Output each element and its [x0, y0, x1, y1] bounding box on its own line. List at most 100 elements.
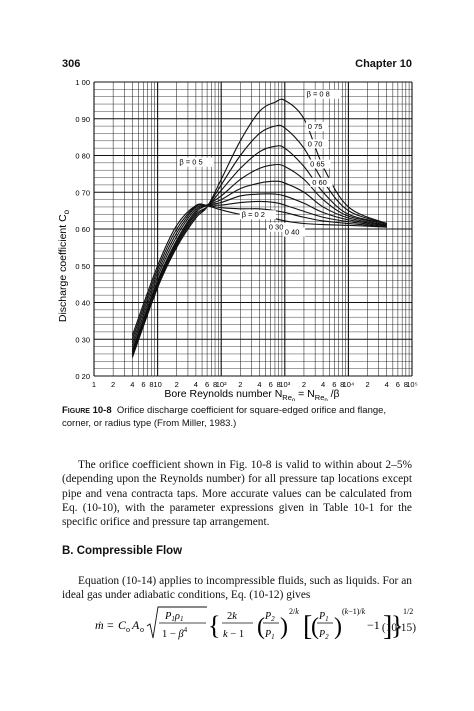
x-tick-label: 6 [332, 380, 336, 389]
y-tick-label: 0 30 [75, 335, 90, 344]
svg-text:=: = [107, 618, 114, 632]
svg-text:ṁ: ṁ [95, 618, 104, 632]
x-tick-label: 2 [302, 380, 306, 389]
annotation-bg [305, 122, 329, 132]
x-tick-label: 6 [141, 380, 145, 389]
x-tick-label: 8 [404, 380, 408, 389]
annotation-label: 0 30 [269, 223, 284, 232]
svg-text:]: ] [383, 611, 392, 642]
svg-text:2k: 2k [227, 611, 237, 622]
y-tick-label: 0 50 [75, 262, 90, 271]
svg-text:P1: P1 [318, 611, 329, 623]
annotation-label: 0 60 [312, 178, 327, 187]
annotation-label: 0 65 [310, 160, 325, 169]
annotation-bg [304, 89, 341, 99]
x-tick-label: 4 [257, 380, 261, 389]
svg-text:o: o [140, 625, 144, 634]
annotation-label: β = 0 5 [179, 158, 202, 167]
y-axis-label: Discharge coefficient Co [57, 209, 71, 322]
x-tick-label: 6 [269, 380, 273, 389]
svg-text:P1: P1 [264, 629, 275, 641]
annotation-bg [282, 227, 306, 237]
series-line [131, 203, 387, 340]
annotation-bg [305, 139, 329, 149]
svg-text:[: [ [303, 611, 312, 642]
svg-text:1 − β4: 1 − β4 [162, 626, 188, 640]
x-tick-label: 2 [111, 380, 115, 389]
section-heading: B. Compressible Flow [62, 545, 183, 557]
svg-text:C: C [118, 618, 127, 632]
x-tick-label: 2 [238, 380, 242, 389]
annotation-bg [310, 177, 333, 187]
y-tick-label: 0 60 [75, 225, 90, 234]
x-tick-label: 8 [277, 380, 281, 389]
svg-text:): ) [280, 614, 288, 640]
svg-text:k − 1: k − 1 [223, 629, 244, 640]
x-tick-label: 10⁵ [406, 380, 417, 389]
svg-text:): ) [334, 614, 342, 640]
series-line [131, 163, 387, 353]
annotation-bg [177, 157, 214, 167]
discharge-coefficient-chart: 0 200 300 400 500 600 700 800 901 001 2 4 6… [57, 78, 418, 401]
page-number: 306 [62, 58, 81, 70]
y-tick-label: 0 20 [75, 372, 90, 381]
series-line [131, 124, 387, 356]
chart-tick-labels: 0 200 300 400 500 600 700 800 901 001 2 4 6… [75, 78, 417, 389]
x-tick-label: 1 [92, 380, 96, 389]
annotation-bg [266, 222, 290, 232]
x-axis-label: Bore Reynolds number NReo = NRep /β [164, 388, 339, 401]
svg-text:1/2: 1/2 [403, 607, 413, 616]
series-line [131, 145, 387, 355]
body-paragraph-1: The orifice coefficient shown in Fig. 10… [62, 459, 412, 529]
y-tick-label: 0 40 [75, 299, 90, 308]
svg-text:(: ( [311, 614, 319, 640]
y-tick-label: 0 80 [75, 152, 90, 161]
figure-caption: Figure 10-8 Orifice discharge coefficien… [62, 405, 417, 430]
x-tick-label: 2 [175, 380, 179, 389]
x-tick-label: 2 [365, 380, 369, 389]
x-tick-label: 4 [130, 380, 134, 389]
series-line [131, 200, 387, 344]
body-paragraph-2: Equation (10-14) applies to incompressib… [62, 575, 412, 602]
y-tick-label: 0 70 [75, 188, 90, 197]
svg-text:A: A [131, 618, 140, 632]
svg-text:o: o [126, 625, 130, 634]
y-tick-label: 0 90 [75, 115, 90, 124]
x-tick-label: 4 [385, 380, 389, 389]
figure-caption-text: Orifice discharge coefficient for square… [62, 405, 387, 429]
chart-annotations: β = 0 8 0 75 0 70 0 65 0 60 β = 0 5 β = 0 2 0 3… [177, 89, 341, 237]
annotation-label: β = 0 8 [307, 90, 330, 99]
x-tick-label: 8 [213, 380, 217, 389]
annotation-label: 0 70 [308, 139, 323, 148]
svg-text:−1: −1 [367, 618, 380, 632]
svg-text:(: ( [257, 614, 265, 640]
svg-text:P2: P2 [318, 629, 329, 641]
x-tick-label: 10⁴ [343, 380, 355, 389]
x-tick-label: 8 [149, 380, 153, 389]
chapter-title: Chapter 10 [355, 58, 412, 70]
series-line [131, 193, 387, 347]
series-line [131, 180, 387, 351]
svg-text:{: { [208, 611, 220, 640]
annotation-label: 0 75 [308, 122, 323, 131]
annotation-label: β = 0 2 [242, 210, 265, 219]
annotation-bg [308, 159, 331, 169]
x-tick-label: 6 [205, 380, 209, 389]
x-tick-label: 10² [216, 380, 227, 389]
x-tick-label: 10³ [279, 380, 290, 389]
x-tick-label: 6 [396, 380, 400, 389]
svg-text:2/k: 2/k [289, 607, 299, 616]
y-tick-label: 1 00 [75, 78, 90, 87]
x-tick-label: 4 [321, 380, 325, 389]
equation-number: (10-15) [381, 622, 416, 634]
annotation-bg [239, 210, 276, 220]
svg-text:P2: P2 [264, 611, 275, 623]
svg-text:P1ρ1: P1ρ1 [164, 611, 183, 623]
svg-text:}: } [391, 611, 403, 640]
x-tick-label: 4 [194, 380, 198, 389]
x-tick-label: 8 [340, 380, 344, 389]
figure-label: Figure 10-8 [62, 405, 112, 416]
svg-text:(k−1)/k: (k−1)/k [342, 607, 366, 616]
x-tick-label: 10 [153, 380, 161, 389]
